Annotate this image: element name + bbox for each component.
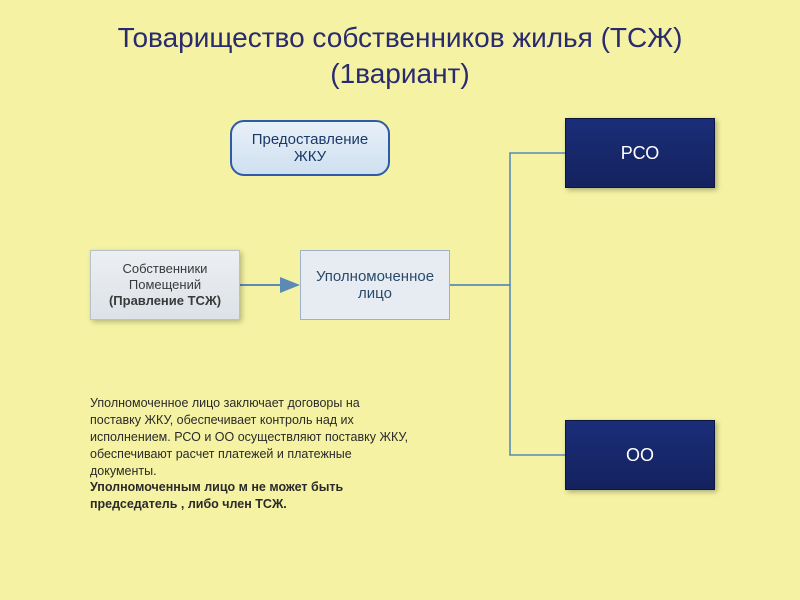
footnote-text2: Уполномоченным лицо м не может быть пред… [90,480,343,511]
node-owners-line1: Собственники [109,261,221,277]
footnote: Уполномоченное лицо заключает договоры н… [90,395,410,513]
node-agent-line2: лицо [316,285,434,302]
node-rso: РСО [565,118,715,188]
node-owners-line3: (Правление ТСЖ) [109,293,221,309]
node-owners: Собственники Помещений (Правление ТСЖ) [90,250,240,320]
node-agent-line1: Уполномоченное [316,268,434,285]
node-owners-line2: Помещений [109,277,221,293]
node-zhku: Предоставление ЖКУ [230,120,390,176]
node-agent: Уполномоченное лицо [300,250,450,320]
node-zhku-label: Предоставление ЖКУ [240,131,380,165]
node-oo-label: ОО [626,445,654,466]
node-oo: ОО [565,420,715,490]
footnote-text1: Уполномоченное лицо заключает договоры н… [90,396,408,478]
diagram-canvas: Предоставление ЖКУ Собственники Помещени… [0,0,800,600]
node-rso-label: РСО [621,143,659,164]
